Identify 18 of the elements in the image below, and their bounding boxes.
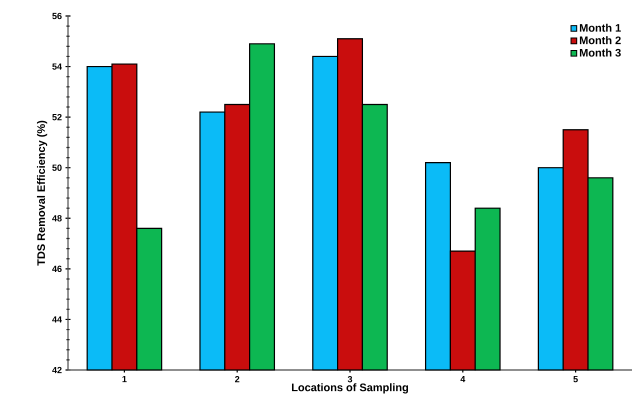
y-tick-label: 56 xyxy=(52,12,62,20)
x-tick-label: 4 xyxy=(460,376,466,382)
legend-label: Month 1 xyxy=(580,24,621,32)
legend-label: Month 3 xyxy=(580,48,621,57)
x-tick-label: 2 xyxy=(235,376,240,382)
y-tick-label: 52 xyxy=(52,114,62,120)
x-tick-label: 5 xyxy=(573,376,578,382)
y-tick-label: 50 xyxy=(52,164,62,171)
legend-label: Month 2 xyxy=(580,36,621,44)
x-tick-label: 1 xyxy=(122,376,127,382)
x-tick-label: 3 xyxy=(348,376,352,382)
y-tick-label: 42 xyxy=(52,366,62,374)
y-tick-label: 48 xyxy=(52,215,62,222)
y-tick-label: 44 xyxy=(52,316,62,323)
y-axis-title: TDS Removal Efficiency (%) xyxy=(36,120,48,266)
x-axis-title: Locations of Sampling xyxy=(292,383,408,394)
y-tick-label: 54 xyxy=(52,63,62,70)
y-tick-label: 46 xyxy=(52,266,62,272)
